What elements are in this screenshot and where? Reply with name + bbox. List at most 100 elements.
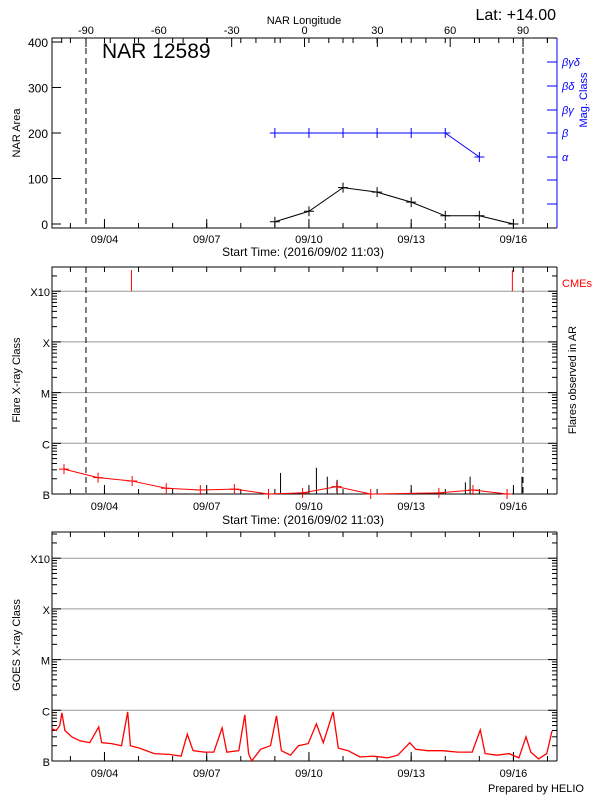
longitude-tick-label: -30 xyxy=(224,25,240,37)
mag-class-point-cross xyxy=(406,128,417,138)
y-tick-label: 0 xyxy=(41,218,48,232)
area-point xyxy=(338,182,349,193)
mag-class-point xyxy=(372,128,383,138)
flare-daily-point xyxy=(297,487,308,498)
flare-daily-point-cross xyxy=(365,489,376,499)
flare-daily-point-cross xyxy=(161,483,172,494)
area-point xyxy=(474,210,485,221)
flare-daily-point-cross xyxy=(127,476,138,487)
x-tick-label: 09/16 xyxy=(500,768,528,780)
mag-class-tick-label: βγδ xyxy=(561,57,581,69)
flare-daily-point-cross xyxy=(263,489,274,499)
mag-class-tick-label: β xyxy=(561,128,569,140)
area-point-cross xyxy=(440,210,451,221)
mag-class-point xyxy=(303,128,314,138)
area-point-cross xyxy=(474,210,485,221)
mag-class-point-cross xyxy=(474,152,485,162)
mag-class-point-cross xyxy=(269,128,280,138)
y-tick-label: M xyxy=(41,656,50,668)
longitude-tick-label: 90 xyxy=(517,25,529,37)
start-time-label: Start Time: (2016/09/02 11:03) xyxy=(222,245,384,259)
mag-class-point xyxy=(338,128,349,138)
flare-daily-point xyxy=(502,489,513,499)
flares-observed-axis-label: Flares observed in AR xyxy=(567,326,579,434)
flare-daily-point xyxy=(127,476,138,487)
x-tick-label: 09/07 xyxy=(193,768,221,780)
flare-daily-point xyxy=(331,481,342,492)
region-title: NAR 12589 xyxy=(102,40,211,63)
flare-daily-point-cross xyxy=(331,481,342,492)
mag-class-tick-label: βγ xyxy=(561,105,575,117)
goes-class-axis-label: GOES X-ray Class xyxy=(11,599,23,691)
x-tick-label: 09/13 xyxy=(397,234,425,246)
area-point xyxy=(269,216,280,227)
mag-class-tick-label: α xyxy=(562,152,569,164)
latitude-label: Lat: +14.00 xyxy=(475,7,556,24)
flare-daily-point xyxy=(93,472,104,483)
y-tick-label: C xyxy=(42,439,50,451)
goes-panel-frame xyxy=(51,531,557,762)
y-tick-label: M xyxy=(41,389,50,401)
y-tick-label: 400 xyxy=(28,36,48,50)
area-point xyxy=(508,219,519,229)
nar-area-axis-label: NAR Area xyxy=(11,108,23,158)
flare-daily-point-cross xyxy=(502,489,513,499)
flare-daily-point-cross xyxy=(297,487,308,498)
mag-class-point xyxy=(406,128,417,138)
y-tick-label: 100 xyxy=(28,173,48,187)
x-tick-label: 09/10 xyxy=(295,768,323,780)
flare-daily-point xyxy=(229,484,240,495)
y-tick-label: X xyxy=(43,605,51,617)
y-tick-label: 200 xyxy=(28,127,48,141)
area-point xyxy=(440,210,451,221)
y-tick-label: B xyxy=(43,757,50,769)
cme-label: CMEs xyxy=(562,278,592,290)
x-tick-label: 09/07 xyxy=(193,501,221,513)
x-tick-label: 09/07 xyxy=(193,234,221,246)
area-line xyxy=(274,187,514,225)
x-tick-label: 09/10 xyxy=(295,501,323,513)
mag-class-point-cross xyxy=(338,128,349,138)
goes-flux-line xyxy=(51,711,553,763)
area-point-cross xyxy=(372,187,383,198)
mag-class-tick-label: βδ xyxy=(561,81,575,93)
flare-daily-point xyxy=(195,484,206,495)
mag-class-point xyxy=(474,152,485,162)
flare-daily-point-cross xyxy=(467,484,478,495)
start-time-label: Start Time: (2016/09/02 11:03) xyxy=(222,513,384,527)
y-tick-label: 300 xyxy=(28,82,48,96)
area-point-cross xyxy=(269,216,280,227)
flare-class-axis-label: Flare X-ray Class xyxy=(11,337,23,422)
longitude-tick-label: 0 xyxy=(301,25,307,37)
flare-daily-point-cross xyxy=(195,484,206,495)
x-tick-label: 09/13 xyxy=(397,768,425,780)
x-tick-label: 09/10 xyxy=(295,234,323,246)
flare-daily-point-cross xyxy=(433,487,444,498)
flare-daily-point xyxy=(433,487,444,498)
y-tick-label: C xyxy=(42,706,50,718)
x-tick-label: 09/16 xyxy=(500,234,528,246)
longitude-axis-label: NAR Longitude xyxy=(267,15,342,27)
y-tick-label: X xyxy=(43,338,51,350)
longitude-tick-label: 60 xyxy=(444,25,456,37)
flare-panel-frame xyxy=(51,266,557,495)
x-tick-label: 09/16 xyxy=(500,501,528,513)
y-tick-label: X10 xyxy=(30,554,50,566)
mag-class-point-cross xyxy=(372,128,383,138)
area-point xyxy=(372,187,383,198)
flare-daily-point-cross xyxy=(229,484,240,495)
area-point xyxy=(303,206,314,217)
area-point-cross xyxy=(303,206,314,217)
area-point-cross xyxy=(338,182,349,193)
y-tick-label: B xyxy=(43,490,50,502)
x-tick-label: 09/04 xyxy=(91,234,119,246)
mag-class-point-cross xyxy=(440,128,451,138)
y-tick-label: X10 xyxy=(30,287,50,299)
mag-class-axis-label: Mag. Class xyxy=(578,72,590,128)
area-point-cross xyxy=(508,219,519,229)
flare-daily-point xyxy=(263,489,274,499)
longitude-tick-label: -90 xyxy=(78,25,94,37)
area-point-cross xyxy=(406,197,417,208)
longitude-tick-label: 30 xyxy=(371,25,383,37)
